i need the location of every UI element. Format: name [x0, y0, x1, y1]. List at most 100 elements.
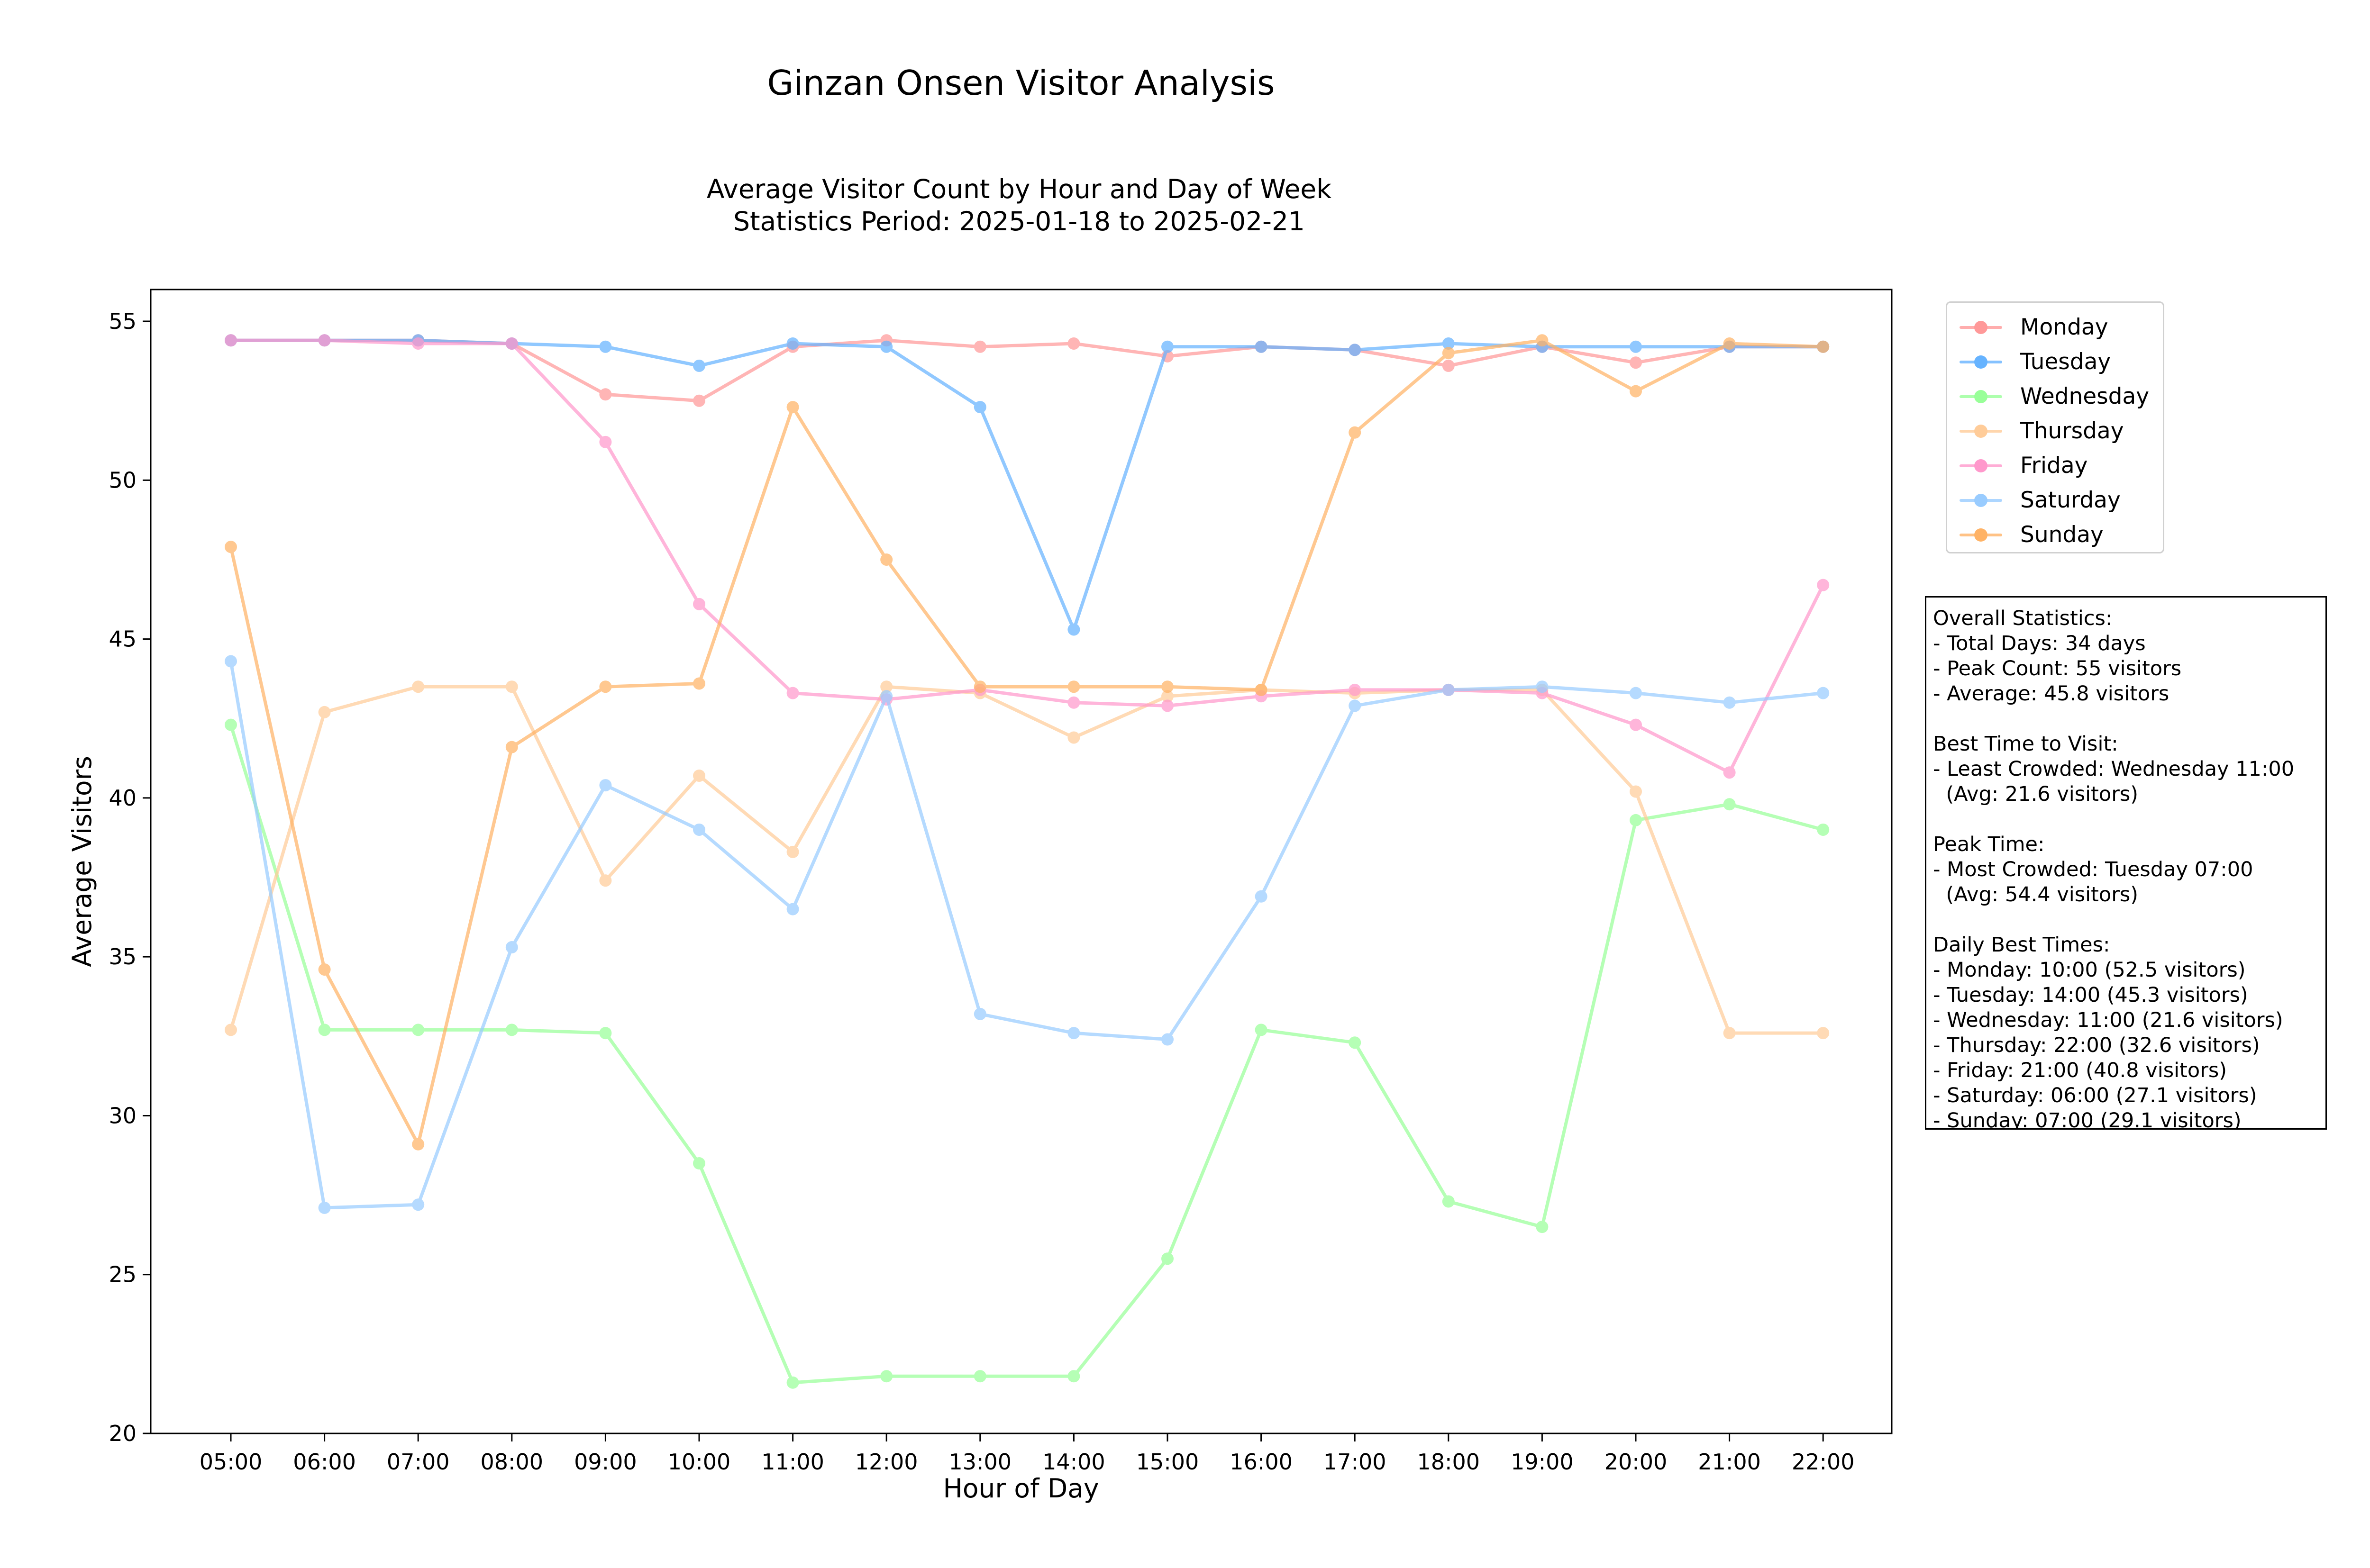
data-point — [974, 1007, 986, 1020]
data-point — [1349, 699, 1361, 712]
legend-label: Sunday — [2020, 522, 2104, 548]
figure-title: Ginzan Onsen Visitor Analysis — [767, 63, 1275, 103]
data-point — [318, 706, 331, 718]
series-wednesday — [225, 718, 1830, 1389]
series-tuesday — [225, 334, 1830, 636]
data-point — [786, 401, 799, 414]
legend-item-monday: Monday — [1947, 310, 2163, 344]
y-tick-label: 55 — [109, 308, 137, 334]
data-point — [505, 337, 518, 350]
data-point — [880, 1370, 893, 1383]
legend-item-sunday: Sunday — [1947, 518, 2163, 551]
data-point — [1630, 356, 1642, 369]
y-tick-label: 35 — [109, 944, 137, 970]
y-tick-label: 25 — [109, 1262, 137, 1287]
legend-swatch-marker — [1974, 494, 1987, 507]
data-point — [1067, 623, 1080, 636]
data-point — [505, 680, 518, 693]
data-point — [318, 334, 331, 347]
data-point — [1161, 1033, 1174, 1046]
data-point — [412, 1198, 425, 1211]
x-tick-label: 18:00 — [1417, 1449, 1480, 1475]
data-point — [974, 680, 986, 693]
x-tick-label: 20:00 — [1604, 1449, 1668, 1475]
data-point — [1442, 1195, 1455, 1208]
legend-item-friday: Friday — [1947, 449, 2163, 482]
data-point — [786, 845, 799, 858]
y-tick-label: 20 — [109, 1421, 137, 1446]
data-point — [1349, 1036, 1361, 1049]
legend-swatch-marker — [1974, 355, 1987, 369]
data-point — [693, 769, 705, 782]
y-tick-label: 45 — [109, 626, 137, 652]
data-point — [599, 388, 612, 401]
x-tick-label: 19:00 — [1511, 1449, 1574, 1475]
x-tick-label: 14:00 — [1042, 1449, 1105, 1475]
data-point — [599, 340, 612, 353]
data-point — [1630, 340, 1642, 353]
data-point — [880, 553, 893, 566]
data-point — [1817, 687, 1830, 699]
x-tick-label: 16:00 — [1230, 1449, 1293, 1475]
x-tick-label: 10:00 — [668, 1449, 731, 1475]
data-point — [1817, 340, 1830, 353]
series-line — [229, 338, 1825, 403]
data-point — [1349, 426, 1361, 439]
legend: Monday Tuesday Wednesday Thursday Friday Satu… — [1946, 301, 2164, 553]
x-tick-label: 12:00 — [855, 1449, 918, 1475]
legend-swatch-marker — [1974, 425, 1987, 438]
legend-label: Monday — [2020, 314, 2108, 340]
data-point — [1255, 890, 1267, 903]
legend-label: Wednesday — [2020, 383, 2150, 409]
data-point — [880, 690, 893, 703]
data-point — [974, 1370, 986, 1383]
data-point — [1723, 337, 1736, 350]
y-tick-label: 50 — [109, 467, 137, 493]
data-point — [1630, 687, 1642, 699]
data-point — [412, 337, 425, 350]
series-line — [229, 338, 1825, 1146]
legend-item-saturday: Saturday — [1947, 483, 2163, 517]
data-point — [1255, 340, 1267, 353]
data-point — [1630, 385, 1642, 398]
series-sunday — [225, 334, 1830, 1151]
x-tick-label: 07:00 — [387, 1449, 450, 1475]
data-point — [974, 340, 986, 353]
legend-swatch-marker — [1974, 390, 1987, 403]
data-point — [225, 1024, 237, 1036]
data-point — [599, 435, 612, 448]
data-point — [1442, 359, 1455, 372]
data-point — [505, 1024, 518, 1036]
data-point — [1067, 1027, 1080, 1040]
chart-title-line-2: Statistics Period: 2025-01-18 to 2025-02… — [733, 206, 1305, 236]
series-line — [229, 660, 1825, 1210]
data-point — [974, 401, 986, 414]
x-tick-label: 05:00 — [200, 1449, 263, 1475]
data-point — [599, 1027, 612, 1040]
series-line — [229, 723, 1825, 1385]
data-point — [1067, 696, 1080, 709]
legend-label: Friday — [2020, 453, 2088, 479]
x-axis-label: Hour of Day — [943, 1473, 1099, 1504]
data-point — [880, 680, 893, 693]
data-point — [693, 598, 705, 610]
data-point — [505, 941, 518, 954]
x-tick-label: 09:00 — [574, 1449, 637, 1475]
legend-swatch-marker — [1974, 459, 1987, 472]
data-point — [1442, 337, 1455, 350]
data-point — [225, 541, 237, 553]
data-point — [693, 394, 705, 407]
statistics-box: Overall Statistics: - Total Days: 34 day… — [1925, 596, 2327, 1130]
y-axis: 20 25 30 35 40 45 50 55 — [109, 308, 151, 1446]
data-point — [225, 334, 237, 347]
data-point — [1255, 683, 1267, 696]
series-layer — [225, 334, 1830, 1389]
plot-area — [150, 289, 1893, 1434]
data-point — [599, 874, 612, 887]
data-point — [412, 680, 425, 693]
legend-item-wednesday: Wednesday — [1947, 380, 2163, 413]
series-saturday — [225, 655, 1830, 1214]
data-point — [786, 337, 799, 350]
data-point — [693, 677, 705, 690]
